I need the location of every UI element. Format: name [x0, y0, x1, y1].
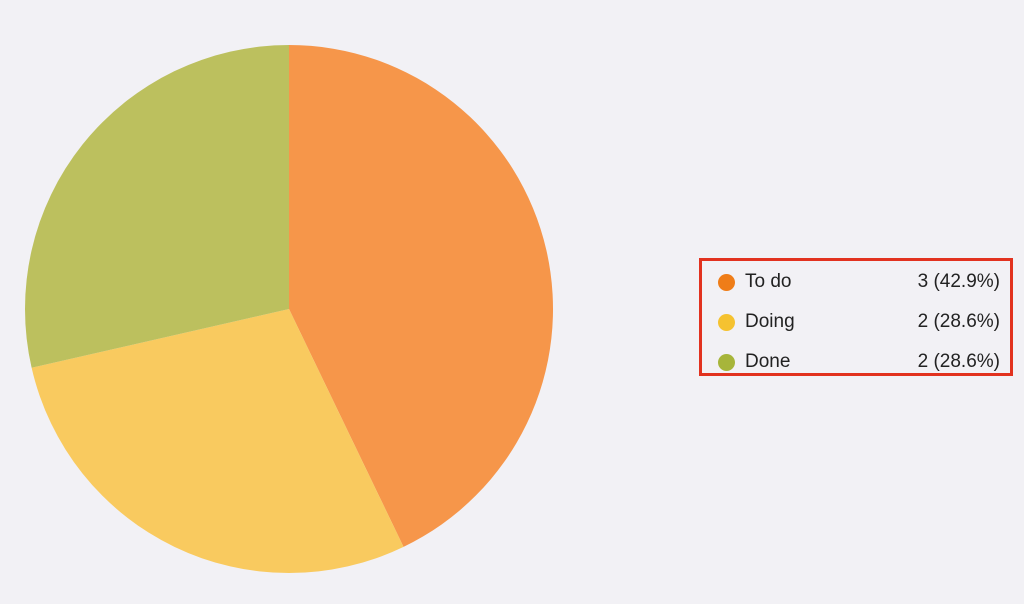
legend-dot-done: [718, 353, 735, 371]
pie-slice-to-do[interactable]: [289, 45, 554, 547]
legend-item-to-do[interactable]: To do 3 (42.9%): [702, 268, 1010, 296]
legend-item-doing[interactable]: Doing 2 (28.6%): [702, 308, 1010, 336]
pie-slice-done[interactable]: [24, 45, 290, 368]
legend-value: 2 (28.6%): [917, 311, 1000, 332]
legend-item-done[interactable]: Done 2 (28.6%): [702, 348, 1010, 376]
legend-label: Done: [745, 351, 791, 372]
legend-label: Doing: [745, 311, 795, 332]
legend-dot-to-do: [718, 273, 735, 291]
legend-dot-doing: [718, 313, 735, 331]
legend-value: 3 (42.9%): [917, 271, 1000, 292]
legend-label: To do: [745, 271, 792, 292]
legend-value: 2 (28.6%): [917, 351, 1000, 372]
legend: To do 3 (42.9%) Doing 2 (28.6%) Done 2 (…: [699, 258, 1013, 376]
pie-slice-doing[interactable]: [31, 309, 404, 574]
